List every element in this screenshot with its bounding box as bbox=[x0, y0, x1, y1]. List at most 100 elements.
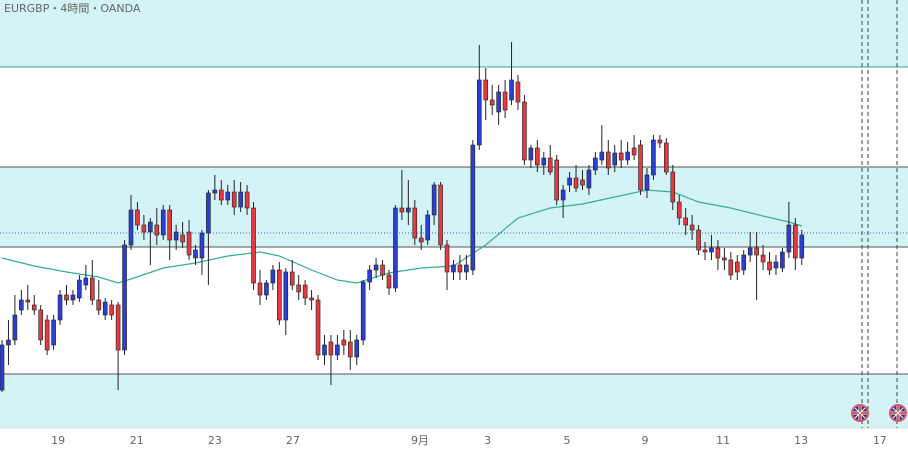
candle-body bbox=[399, 207, 405, 213]
candle-body bbox=[289, 271, 295, 286]
candle-body bbox=[470, 144, 476, 271]
candle-body bbox=[664, 142, 669, 173]
candle-body bbox=[328, 341, 334, 356]
candle-body bbox=[212, 189, 218, 194]
candle-body bbox=[418, 237, 424, 243]
candle-body bbox=[122, 244, 127, 351]
candle-body bbox=[322, 344, 327, 356]
candle-body bbox=[12, 314, 18, 341]
candle-body bbox=[541, 157, 547, 166]
x-tick-label: 9 bbox=[642, 434, 649, 447]
candle-body bbox=[483, 79, 489, 101]
candle-body bbox=[277, 269, 282, 321]
candle-body bbox=[425, 214, 430, 241]
candle-body bbox=[64, 294, 69, 301]
candle-body bbox=[102, 301, 108, 316]
candle-body bbox=[522, 101, 527, 161]
candle-body bbox=[264, 282, 269, 296]
candle-body bbox=[457, 264, 463, 273]
candle-body bbox=[70, 294, 76, 301]
candle-body bbox=[257, 282, 263, 296]
candle-body bbox=[115, 304, 121, 351]
candle-body bbox=[535, 147, 540, 166]
candle-body bbox=[225, 191, 231, 201]
event-flag[interactable] bbox=[889, 404, 907, 422]
candle-body bbox=[83, 277, 89, 286]
candle-body bbox=[367, 269, 372, 283]
candle-body bbox=[19, 299, 24, 311]
candle-body bbox=[644, 174, 650, 191]
x-tick-label: 3 bbox=[484, 434, 491, 447]
candle-body bbox=[754, 247, 759, 256]
candle-body bbox=[315, 299, 321, 356]
candle-body bbox=[386, 274, 392, 289]
candle-body bbox=[148, 221, 153, 233]
candle-body bbox=[547, 157, 553, 173]
candle-body bbox=[283, 271, 289, 321]
candle-body bbox=[173, 231, 179, 241]
x-tick-label: 17 bbox=[873, 434, 887, 447]
candle-body bbox=[431, 184, 437, 216]
candle-body bbox=[593, 157, 598, 171]
candle-body bbox=[638, 144, 643, 191]
price-zone bbox=[0, 374, 908, 428]
x-tick-label: 19 bbox=[51, 434, 65, 447]
candle-body bbox=[605, 151, 611, 169]
candle-body bbox=[25, 299, 31, 303]
candle-body bbox=[360, 281, 366, 341]
candle-body bbox=[354, 339, 360, 358]
candle-body bbox=[89, 277, 95, 301]
candle-body bbox=[489, 99, 495, 106]
candle-body bbox=[715, 247, 721, 259]
candle-body bbox=[57, 294, 63, 321]
candle-body bbox=[689, 224, 695, 231]
candle-body bbox=[528, 147, 534, 161]
x-tick-label: 27 bbox=[286, 434, 300, 447]
candle-body bbox=[186, 231, 192, 256]
candle-body bbox=[567, 177, 572, 186]
x-tick-label: 23 bbox=[208, 434, 222, 447]
candle-body bbox=[244, 191, 250, 209]
candle-body bbox=[199, 232, 205, 259]
candle-body bbox=[335, 344, 340, 356]
candle-body bbox=[309, 297, 314, 301]
candle-body bbox=[728, 259, 734, 276]
candle-body bbox=[722, 257, 727, 261]
candle-body bbox=[238, 191, 243, 208]
event-markers bbox=[851, 0, 907, 428]
candle-body bbox=[502, 91, 508, 111]
candle-body bbox=[218, 189, 224, 201]
x-tick-label: 11 bbox=[716, 434, 730, 447]
candle-body bbox=[180, 234, 185, 243]
x-tick-label: 5 bbox=[564, 434, 571, 447]
candle-body bbox=[347, 341, 353, 358]
x-tick-label: 13 bbox=[794, 434, 808, 447]
candle-body bbox=[451, 264, 456, 273]
x-tick-label: 21 bbox=[130, 434, 144, 447]
candle-body bbox=[554, 159, 559, 201]
candle-body bbox=[51, 319, 56, 346]
candle-body bbox=[786, 224, 792, 253]
candle-body bbox=[773, 261, 779, 269]
candle-body bbox=[270, 269, 276, 284]
candle-body bbox=[760, 254, 766, 263]
candle-body bbox=[406, 207, 411, 213]
event-flag[interactable] bbox=[851, 404, 869, 422]
candle-body bbox=[141, 224, 147, 233]
candle-body bbox=[231, 191, 237, 208]
candle-body bbox=[206, 192, 211, 234]
candle-body bbox=[709, 247, 714, 253]
candle-body bbox=[702, 249, 708, 253]
candle-body bbox=[6, 339, 11, 346]
candle-body bbox=[341, 339, 347, 346]
candle-body bbox=[618, 152, 624, 161]
candle-body bbox=[302, 284, 308, 299]
candle-body bbox=[496, 91, 501, 113]
candle-body bbox=[438, 184, 443, 246]
price-zone bbox=[0, 0, 908, 67]
candle-body bbox=[412, 207, 418, 239]
candle-body bbox=[296, 284, 301, 293]
candle-body bbox=[670, 171, 676, 203]
candle-body bbox=[109, 304, 114, 316]
candle-body bbox=[160, 209, 166, 236]
